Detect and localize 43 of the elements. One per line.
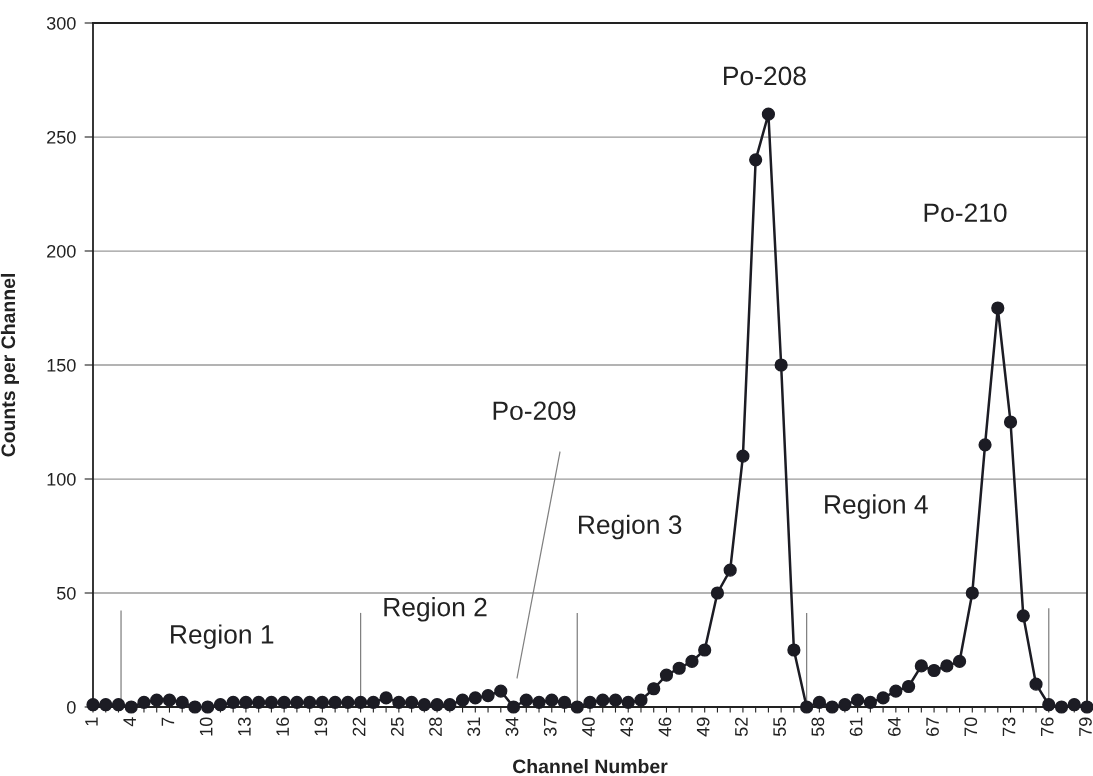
annotation: Region 4 xyxy=(825,494,928,519)
x-tick-label: 67 xyxy=(926,717,939,736)
x-tick-label: 40 xyxy=(582,717,595,737)
x-tick-label: 28 xyxy=(429,717,442,736)
x-tick-label: 7 xyxy=(161,717,175,726)
x-tick-label: 70 xyxy=(964,717,978,736)
y-tick-label: 200 xyxy=(47,244,76,258)
x-tick-label: 46 xyxy=(658,717,672,737)
x-tick-label: 58 xyxy=(811,717,825,737)
y-tick-label: 150 xyxy=(47,358,76,372)
x-tick-label: 76 xyxy=(1040,717,1054,736)
x-axis-title: Channel Number xyxy=(513,759,668,774)
y-axis-title: Counts per Channel xyxy=(0,274,19,457)
x-tick-label: 43 xyxy=(620,717,634,737)
x-tick-label: 37 xyxy=(543,717,557,737)
x-tick-label: 79 xyxy=(1079,717,1092,736)
x-tick-label: 10 xyxy=(199,717,213,736)
annotation: Region 1 xyxy=(171,624,274,649)
x-tick-label: 16 xyxy=(276,717,289,736)
x-tick-label: 19 xyxy=(314,717,328,736)
annotation: Po-208 xyxy=(724,66,806,86)
y-tick-label: 250 xyxy=(47,130,76,144)
x-tick-label: 13 xyxy=(237,717,251,736)
x-tick-label: 73 xyxy=(1002,717,1016,736)
x-tick-label: 49 xyxy=(696,717,710,737)
annotation: Region 2 xyxy=(384,597,487,622)
y-tick-label: 50 xyxy=(56,586,76,600)
annotation: Po-209 xyxy=(493,401,576,421)
x-tick-label: 22 xyxy=(352,717,366,736)
x-tick-label: 64 xyxy=(887,717,901,736)
y-tick-label: 300 xyxy=(46,16,76,30)
y-tick-label: 0 xyxy=(67,700,76,714)
x-tick-label: 34 xyxy=(505,717,519,737)
x-tick-label: 61 xyxy=(849,717,863,736)
x-tick-label: 31 xyxy=(467,717,481,737)
y-tick-label: 100 xyxy=(47,472,76,486)
x-tick-label: 52 xyxy=(734,717,748,737)
x-tick-label: 1 xyxy=(85,717,98,726)
x-tick-label: 4 xyxy=(123,717,136,727)
annotation: Region 3 xyxy=(579,514,682,540)
x-tick-label: 25 xyxy=(390,717,404,736)
annotation: Po-210 xyxy=(924,203,1007,223)
x-tick-label: 55 xyxy=(773,717,786,737)
